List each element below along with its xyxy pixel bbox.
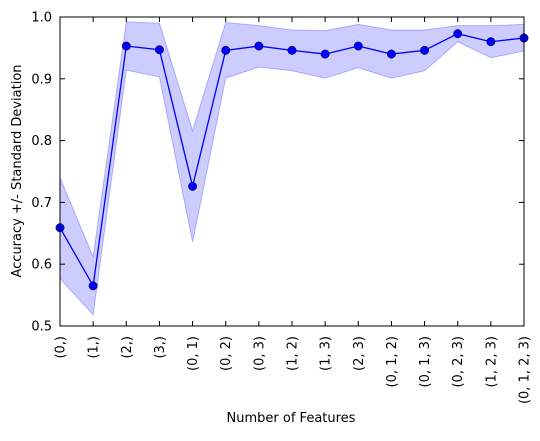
data-point (254, 41, 264, 51)
data-point (188, 181, 198, 191)
x-axis-label: Number of Features (227, 411, 356, 426)
x-tick-label: (2,) (120, 336, 135, 359)
x-tick-label: (3,) (153, 336, 168, 359)
data-point (320, 49, 330, 59)
data-point (420, 45, 430, 55)
data-point (453, 29, 463, 39)
x-tick-label: (0, 2, 3) (451, 336, 466, 388)
y-tick-label: 0.9 (31, 72, 52, 87)
x-tick-label: (0, 1) (186, 336, 201, 371)
std-band-layer (59, 21, 525, 317)
data-point (386, 49, 396, 59)
x-tick-label: (0,) (54, 336, 69, 359)
x-tick-label: (1, 2) (286, 336, 301, 371)
x-tick-label: (0, 1, 2, 3) (518, 336, 533, 404)
x-tick-label: (0, 2) (219, 336, 234, 371)
data-point (221, 45, 231, 55)
y-tick-label: 0.5 (31, 320, 52, 335)
data-point (88, 281, 98, 291)
y-tick-label: 0.7 (31, 196, 52, 211)
accuracy-line (59, 32, 525, 288)
y-tick-label: 1.0 (31, 11, 52, 26)
x-tick-label: (1, 3) (319, 336, 334, 371)
y-tick-label: 0.6 (31, 258, 52, 273)
x-tick-label: (0, 1, 2) (385, 336, 400, 388)
series-line-layer (59, 32, 525, 288)
std-deviation-band (59, 21, 525, 317)
x-tick-label: (1, 2, 3) (484, 336, 499, 388)
data-point (353, 41, 363, 51)
x-tick-label: (2, 3) (352, 336, 367, 371)
y-axis-label: Accuracy +/- Standard Deviation (10, 64, 25, 277)
x-tick-label: (0, 1, 3) (418, 336, 433, 388)
axes: 0.5 0.6 0.7 0.8 0.9 1.0 (0,) (1,) (2,) (3,) (0, 1)… (31, 11, 532, 405)
data-points-layer (55, 29, 529, 291)
x-tick-label: (0, 3) (252, 336, 267, 371)
data-point (121, 41, 131, 51)
x-tick-label: (1,) (87, 336, 102, 359)
y-tick-label: 0.8 (31, 134, 52, 149)
data-point (154, 45, 164, 55)
data-point (486, 37, 496, 47)
data-point (287, 45, 297, 55)
